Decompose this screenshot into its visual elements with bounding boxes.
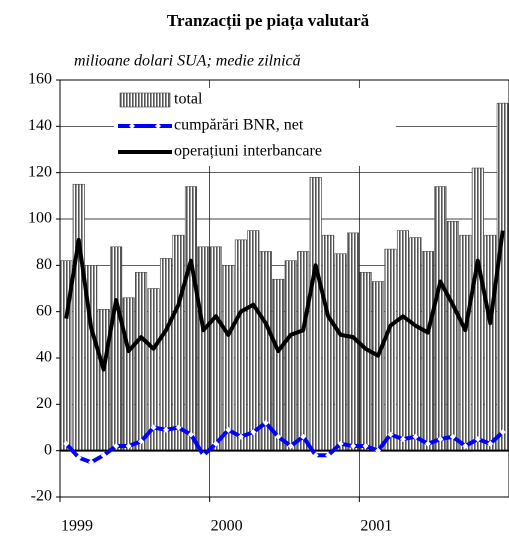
marker	[275, 433, 282, 440]
bar	[471, 167, 484, 451]
marker	[387, 431, 394, 438]
bar	[172, 234, 185, 451]
bar	[396, 230, 410, 451]
marker	[300, 433, 307, 440]
bar	[122, 297, 135, 451]
marker	[325, 452, 332, 459]
marker	[163, 426, 170, 433]
marker	[337, 440, 344, 447]
bar	[72, 183, 85, 451]
bar	[297, 251, 310, 451]
marker	[487, 440, 494, 447]
bar	[496, 102, 509, 451]
bar	[459, 234, 472, 451]
bar	[159, 258, 173, 451]
x-tick-label: 1999	[61, 518, 93, 535]
marker	[212, 440, 219, 447]
marker	[125, 443, 132, 450]
y-tick-label: 80	[36, 256, 52, 273]
x-tick-label: 2000	[211, 518, 243, 535]
x-tick-label: 2001	[360, 518, 392, 535]
bar	[309, 177, 322, 451]
bar	[97, 309, 110, 451]
bar	[135, 271, 148, 451]
marker	[113, 443, 120, 450]
marker	[312, 452, 319, 459]
bar	[247, 230, 260, 451]
bar	[446, 221, 459, 451]
marker	[88, 459, 95, 466]
marker	[63, 440, 70, 447]
bar	[284, 260, 297, 451]
marker	[437, 436, 444, 443]
marker	[350, 443, 357, 450]
marker	[237, 433, 244, 440]
legend-marker	[155, 123, 161, 129]
y-tick-label: 0	[44, 441, 52, 458]
legend-marker	[129, 123, 135, 129]
marker	[225, 426, 232, 433]
line	[64, 230, 505, 372]
marker	[250, 429, 257, 436]
bar	[209, 246, 222, 451]
marker	[474, 436, 481, 443]
marker	[375, 447, 382, 454]
marker	[262, 419, 269, 426]
bar	[222, 265, 235, 451]
bar	[434, 186, 447, 451]
marker	[362, 443, 369, 450]
bar	[334, 253, 347, 451]
bar	[322, 234, 335, 451]
bar	[234, 239, 247, 451]
marker	[412, 433, 419, 440]
y-tick-label: -20	[31, 488, 52, 505]
y-tick-label: 160	[28, 71, 52, 88]
bar	[484, 234, 497, 451]
marker	[424, 440, 431, 447]
marker	[75, 454, 82, 461]
marker	[138, 438, 145, 445]
bar	[421, 251, 434, 451]
marker	[499, 429, 506, 436]
marker	[100, 452, 107, 459]
y-tick-label: 20	[36, 395, 52, 412]
marker	[462, 443, 469, 450]
marker	[187, 431, 194, 438]
bar	[272, 278, 285, 451]
y-tick-label: 40	[36, 349, 52, 366]
chart-title: Tranzacții pe piața valutară	[167, 11, 370, 31]
y-tick-label: 120	[28, 163, 52, 180]
marker	[399, 436, 406, 443]
chart-subtitle: milioane dolari SUA; medie zilnică	[74, 53, 301, 70]
marker	[200, 452, 207, 459]
bar	[359, 271, 372, 451]
y-tick-label: 100	[28, 210, 52, 227]
legend-swatch	[119, 92, 171, 108]
marker	[150, 424, 157, 431]
legend-label: total	[174, 91, 203, 108]
bar	[110, 246, 123, 451]
bar	[384, 248, 397, 451]
marker	[449, 433, 456, 440]
legend-label: cumpărări BNR, net	[174, 117, 304, 134]
y-tick-label: 60	[36, 302, 52, 319]
bar	[409, 237, 422, 451]
marker	[175, 424, 182, 431]
legend-label: operațiuni interbancare	[174, 143, 322, 160]
bar	[197, 246, 210, 451]
bar	[184, 186, 197, 451]
marker	[287, 443, 294, 450]
y-tick-label: 140	[28, 117, 52, 134]
bar	[372, 281, 385, 451]
